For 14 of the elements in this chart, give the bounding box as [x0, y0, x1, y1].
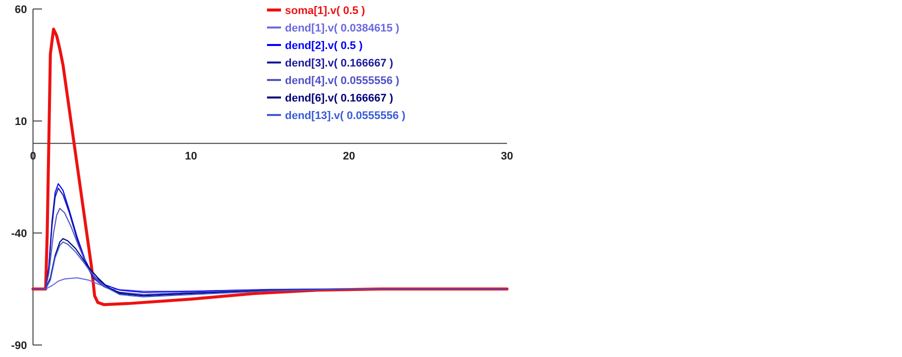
legend-label: dend[1].v( 0.0384615 )	[285, 22, 400, 34]
y-tick-label: -90	[11, 340, 27, 352]
legend-label: dend[3].v( 0.166667 )	[285, 58, 394, 70]
x-tick-label: 20	[342, 150, 356, 162]
y-tick-label: 60	[14, 4, 27, 16]
x-tick-label: 10	[184, 150, 198, 162]
legend-label: dend[6].v( 0.166667 )	[285, 92, 394, 104]
x-tick-label: 30	[500, 150, 514, 162]
legend-label: soma[1].v( 0.5 )	[285, 5, 366, 17]
y-tick-label: -40	[11, 228, 27, 240]
y-tick-label: 10	[14, 116, 27, 128]
legend-label: dend[2].v( 0.5 )	[285, 40, 363, 52]
legend-label: dend[4].v( 0.0555556 )	[285, 75, 400, 87]
legend-label: dend[13].v( 0.0555556 )	[285, 110, 406, 122]
